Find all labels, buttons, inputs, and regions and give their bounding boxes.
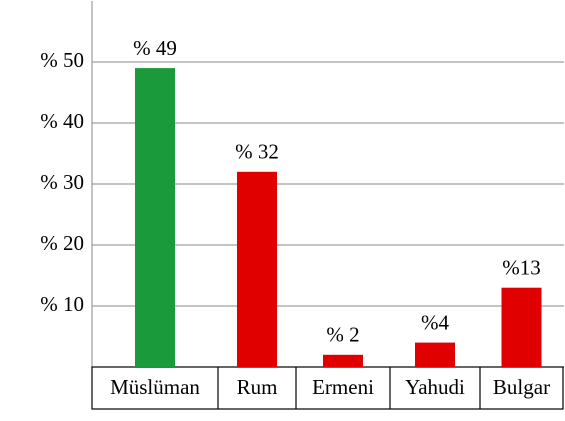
bar [135, 68, 175, 367]
value-label: %13 [502, 256, 541, 280]
x-tick-label: Bulgar [493, 375, 550, 399]
value-label: %4 [421, 310, 449, 334]
x-tick-label: Ermeni [312, 375, 374, 399]
x-tick-label: Yahudi [405, 375, 465, 399]
bar [501, 287, 542, 367]
y-tick-label: % 50 [40, 48, 84, 72]
value-label: % 32 [235, 140, 279, 164]
y-tick-label: % 10 [40, 292, 84, 316]
x-tick-label: Müslüman [110, 375, 200, 399]
y-tick-label: % 40 [40, 109, 84, 133]
bar [323, 354, 363, 367]
value-label: % 49 [133, 36, 177, 60]
value-label: % 2 [326, 323, 359, 347]
bar [415, 342, 455, 367]
bar [237, 171, 277, 367]
y-tick-label: % 30 [40, 170, 84, 194]
x-tick-label: Rum [237, 375, 278, 399]
y-tick-label: % 20 [40, 231, 84, 255]
